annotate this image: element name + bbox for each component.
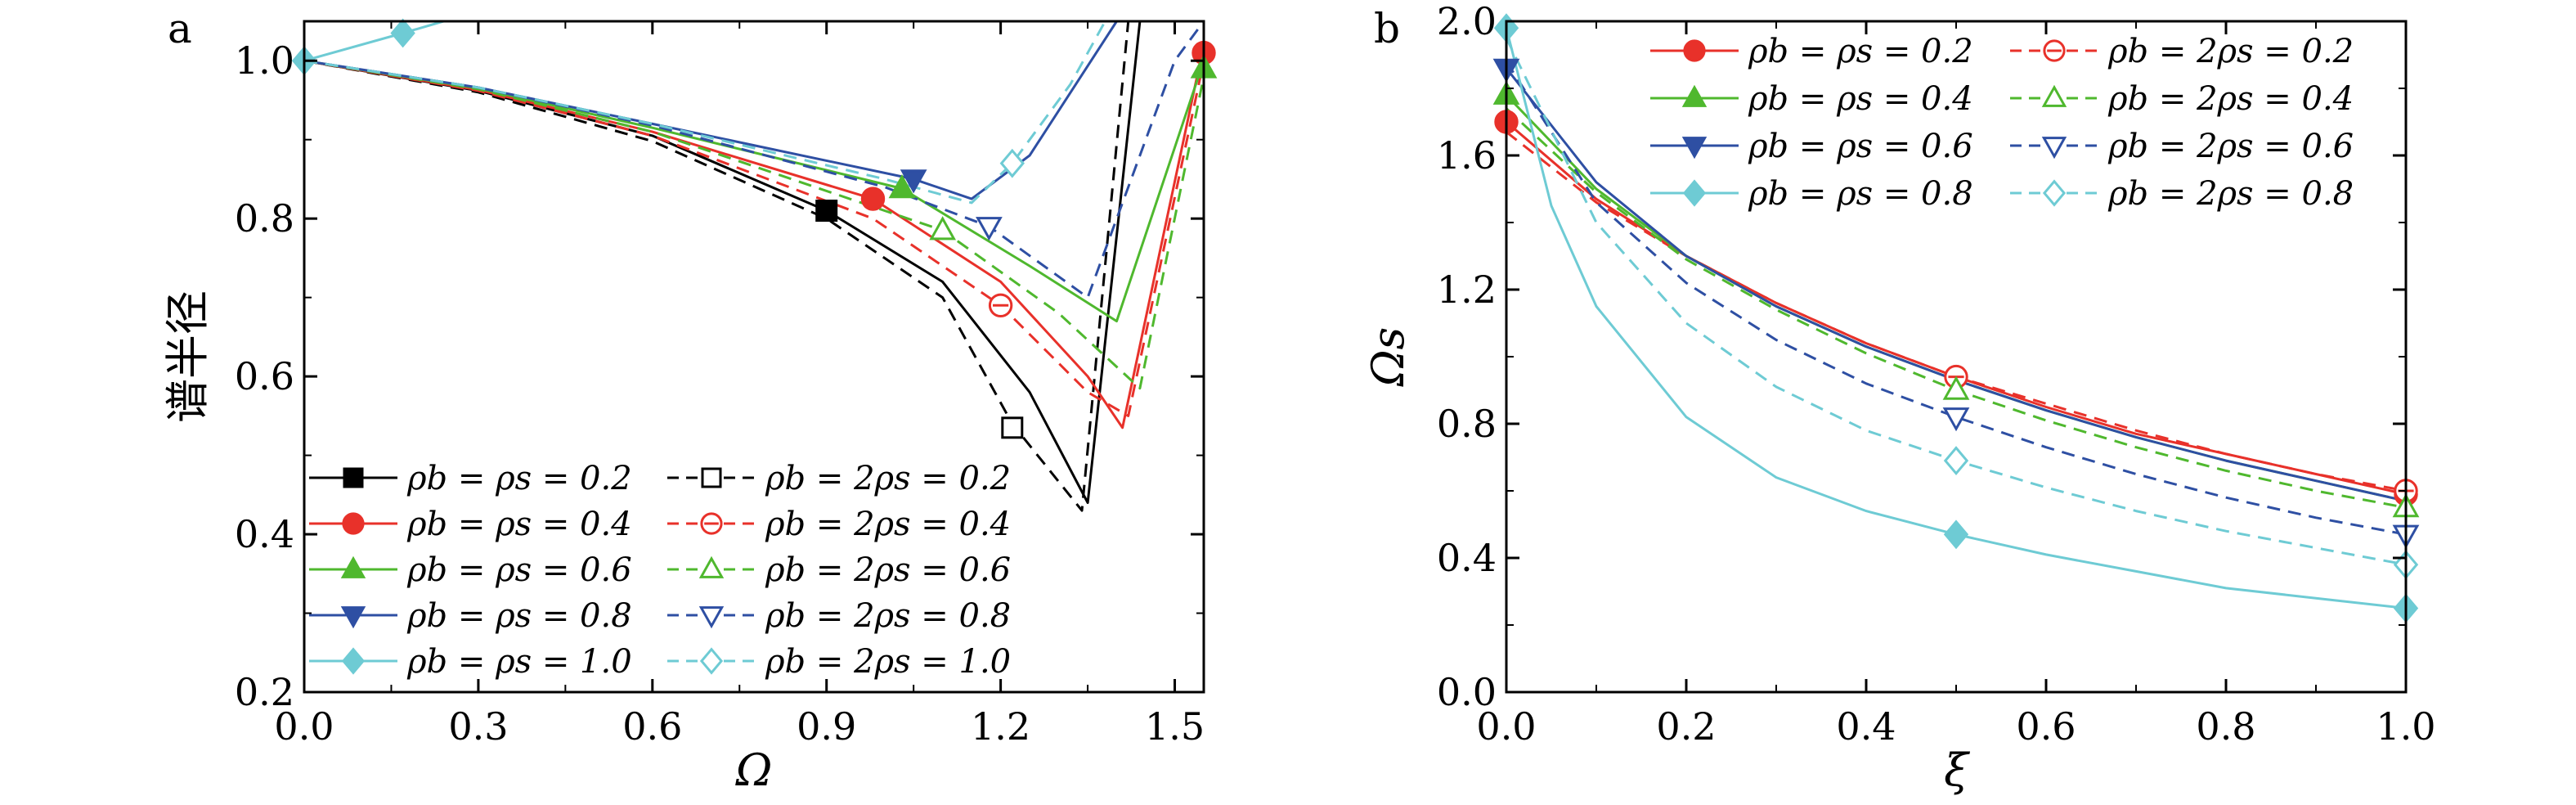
b-series-5-marker xyxy=(1942,407,1970,432)
b-legend-marker-7 xyxy=(2042,179,2067,207)
b-series-6-marker xyxy=(1943,519,1969,550)
b-legend-marker-4 xyxy=(1681,137,1708,160)
a-series-line-9 xyxy=(304,21,1106,205)
panel-a-legend: ρb = ρs = 0.2 ρb = 2ρs = 0.2 ρb = ρs = 0.4… xyxy=(309,460,1011,681)
a-x-tick-label: 1.5 xyxy=(1145,704,1205,749)
a-series-line-6 xyxy=(304,21,1118,200)
a-x-tick-label: 1.2 xyxy=(971,704,1030,749)
a-legend-marker-9 xyxy=(699,647,724,675)
b-legend-label-2: ρb = ρs = 0.4 xyxy=(1748,80,1973,118)
a-legend-marker-0 xyxy=(343,467,364,488)
panel-b-chart: b 0.0 0.2 0.4 0.6 0.8 1.0 0.0 0.4 0.8 1.2 1.6 2.0 ξ… xyxy=(1362,0,2436,796)
b-x-tick-label: 0.4 xyxy=(1836,704,1896,749)
b-series-line-5 xyxy=(1506,61,2406,536)
a-series-5-marker xyxy=(929,216,957,241)
panel-a-series-group xyxy=(304,21,1204,512)
a-legend-marker-8 xyxy=(341,647,366,675)
a-series-line-5 xyxy=(304,59,1204,390)
a-series-0-marker xyxy=(815,200,838,223)
a-y-tick-label: 1.0 xyxy=(235,38,294,83)
panel-a-x-axis-title: Ω xyxy=(735,744,773,796)
a-legend-label-7: ρb = 2ρs = 0.8 xyxy=(765,597,1011,635)
b-x-tick-label: 0.8 xyxy=(2196,704,2255,749)
panel-a-axes: 0.0 0.3 0.6 0.9 1.2 1.5 0.2 0.4 0.6 0.8 1.0 xyxy=(235,21,1205,749)
a-series-2-marker xyxy=(860,187,886,211)
b-legend-label-5: ρb = 2ρs = 0.6 xyxy=(2107,128,2354,165)
b-legend-label-4: ρb = ρs = 0.6 xyxy=(1748,128,1973,165)
a-y-tick-label: 0.2 xyxy=(235,670,294,714)
a-legend-label-1: ρb = 2ρs = 0.2 xyxy=(765,460,1011,497)
panel-b-label: b xyxy=(1374,5,1400,52)
b-y-tick-label: 0.8 xyxy=(1437,402,1497,446)
a-legend-marker-1 xyxy=(701,467,722,488)
b-legend-label-6: ρb = ρs = 0.8 xyxy=(1748,175,1973,213)
b-series-3-marker xyxy=(1942,376,1970,400)
a-series-line-8 xyxy=(304,21,444,62)
panel-a-plot-frame xyxy=(303,20,1205,694)
panel-b-x-axis-title: ξ xyxy=(1944,744,1970,796)
a-legend-label-0: ρb = ρs = 0.2 xyxy=(406,460,632,497)
panel-a-chart: a 0.0 0.3 0.6 0.9 1.2 1.5 0.2 0.4 0.6 0.8 1.0 Ω 谱半… xyxy=(162,5,1218,796)
a-legend-label-4: ρb = ρs = 0.6 xyxy=(406,551,632,589)
b-y-tick-label: 2.0 xyxy=(1437,0,1497,43)
a-x-tick-label: 0.0 xyxy=(274,704,334,749)
b-x-tick-label: 1.0 xyxy=(2376,704,2435,749)
a-series-8-marker xyxy=(390,18,415,48)
b-legend-marker-0 xyxy=(1683,39,1706,62)
b-x-tick-label: 0.0 xyxy=(1476,704,1536,749)
b-y-tick-label: 0.0 xyxy=(1437,670,1497,714)
b-legend-label-3: ρb = 2ρs = 0.4 xyxy=(2107,80,2354,118)
b-legend-label-7: ρb = 2ρs = 0.8 xyxy=(2107,175,2354,213)
a-y-tick-label: 0.8 xyxy=(235,196,294,241)
panel-b-axes: 0.0 0.2 0.4 0.6 0.8 1.0 0.0 0.4 0.8 1.2 1.6 2.0 xyxy=(1437,0,2436,749)
panel-a-label: a xyxy=(168,5,192,52)
a-series-line-2 xyxy=(304,44,1204,429)
a-y-tick-label: 0.6 xyxy=(235,354,294,398)
b-series-7-marker xyxy=(1943,446,1969,476)
panel-a-y-axis-title: 谱半径 xyxy=(162,290,213,423)
b-y-tick-label: 0.4 xyxy=(1437,536,1497,580)
a-series-line-4 xyxy=(304,59,1204,323)
a-legend-marker-6 xyxy=(340,606,366,629)
b-legend-marker-2 xyxy=(1681,84,1708,107)
b-legend-marker-5 xyxy=(2041,137,2067,160)
a-series-line-1 xyxy=(304,21,1204,512)
a-legend-label-8: ρb = ρs = 1.0 xyxy=(406,643,632,681)
panel-b-plot-frame xyxy=(1505,20,2408,694)
a-legend-marker-7 xyxy=(698,606,725,629)
a-series-7-marker xyxy=(976,217,1003,241)
b-series-line-6 xyxy=(1506,27,2406,609)
a-series-4-marker xyxy=(888,174,916,199)
a-x-tick-label: 0.6 xyxy=(622,704,682,749)
a-x-tick-label: 0.9 xyxy=(797,704,856,749)
b-y-tick-label: 1.2 xyxy=(1437,268,1497,312)
a-series-6-marker xyxy=(900,169,927,194)
b-y-tick-label: 1.6 xyxy=(1437,133,1497,178)
b-legend-marker-6 xyxy=(1682,179,1707,207)
panel-b-y-axis-title: Ωs xyxy=(1362,327,1414,387)
a-series-9-marker xyxy=(999,148,1025,178)
a-legend-label-2: ρb = ρs = 0.4 xyxy=(406,506,632,543)
a-legend-marker-4 xyxy=(340,555,366,578)
b-legend-label-0: ρb = ρs = 0.2 xyxy=(1748,33,1973,70)
a-legend-marker-2 xyxy=(342,512,365,535)
a-legend-marker-5 xyxy=(698,555,725,578)
b-legend-label-1: ρb = 2ρs = 0.2 xyxy=(2107,33,2354,70)
a-legend-label-5: ρb = 2ρs = 0.6 xyxy=(765,551,1011,589)
panel-b-legend: ρb = ρs = 0.2 ρb = 2ρs = 0.2 ρb = ρs = 0.4… xyxy=(1650,33,2354,213)
a-x-tick-label: 0.3 xyxy=(448,704,508,749)
b-x-tick-label: 0.6 xyxy=(2016,704,2076,749)
b-x-tick-label: 0.2 xyxy=(1656,704,1716,749)
a-y-tick-label: 0.4 xyxy=(235,512,294,556)
a-series-1-marker xyxy=(1001,416,1024,439)
a-legend-label-6: ρb = ρs = 0.8 xyxy=(406,597,632,635)
a-series-line-3 xyxy=(304,59,1204,417)
b-legend-marker-3 xyxy=(2041,84,2067,107)
a-series-line-7 xyxy=(304,21,1204,299)
a-legend-label-3: ρb = 2ρs = 0.4 xyxy=(765,506,1011,543)
a-legend-label-9: ρb = 2ρs = 1.0 xyxy=(765,643,1011,681)
